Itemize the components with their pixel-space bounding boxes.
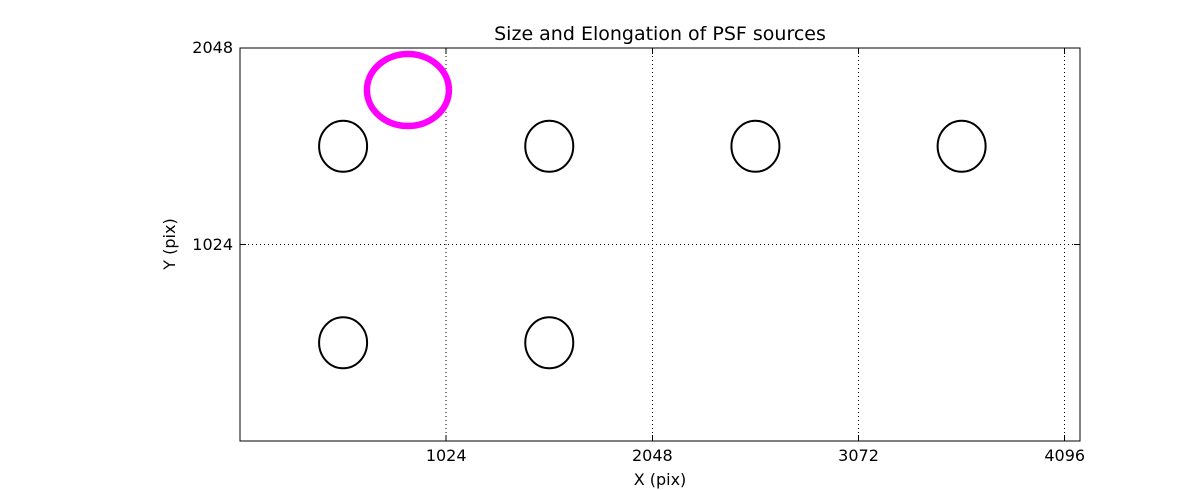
psf-source-ellipse bbox=[318, 316, 369, 370]
x-tick-label: 1024 bbox=[425, 446, 467, 465]
y-tick-label: 2048 bbox=[192, 38, 233, 57]
x-axis-label: X (pix) bbox=[633, 470, 687, 489]
reference-circle bbox=[363, 50, 453, 130]
x-tick-label: 2048 bbox=[631, 446, 673, 465]
psf-source-ellipse bbox=[524, 316, 575, 370]
x-tick-label: 3072 bbox=[838, 446, 879, 465]
psf-source-ellipse bbox=[318, 119, 369, 173]
y-tick-label: 1024 bbox=[192, 234, 233, 254]
psf-source-ellipse bbox=[524, 119, 575, 173]
chart-title: Size and Elongation of PSF sources bbox=[494, 23, 826, 45]
psf-source-ellipse bbox=[730, 119, 781, 173]
psf-source-ellipse bbox=[936, 119, 987, 173]
x-tick-label: 4096 bbox=[1044, 446, 1086, 465]
